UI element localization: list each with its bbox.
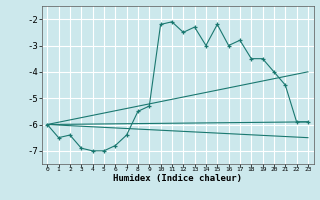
- X-axis label: Humidex (Indice chaleur): Humidex (Indice chaleur): [113, 174, 242, 183]
